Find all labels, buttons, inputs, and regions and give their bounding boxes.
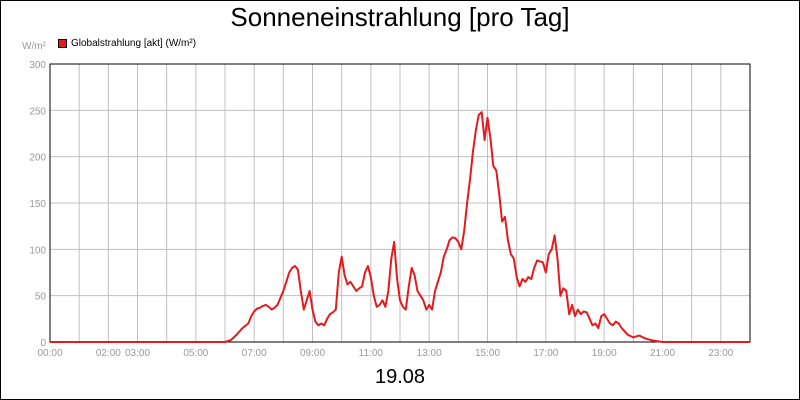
x-tick-label: 03:00 (125, 348, 150, 359)
series-line-globalstrahlung (50, 111, 750, 343)
y-axis-unit-label: W/m² (22, 41, 46, 52)
x-tick-label: 19:00 (592, 348, 617, 359)
y-axis: 0 50 100 150 200 250 300 (29, 60, 46, 349)
x-tick-label: 23:00 (708, 348, 733, 359)
x-tick-label: 07:00 (242, 348, 267, 359)
x-tick-label: 05:00 (183, 348, 208, 359)
y-tick-label: 200 (29, 153, 46, 164)
plot-area (49, 63, 751, 343)
x-tick-label: 17:00 (533, 348, 558, 359)
x-tick-label: 21:00 (650, 348, 675, 359)
x-axis: 00:00 02:00 03:00 05:00 07:00 09:00 11:00 13:00… (37, 348, 733, 359)
y-tick-label: 250 (29, 106, 46, 117)
y-tick-label: 0 (40, 338, 46, 349)
y-tick-label: 50 (35, 292, 47, 303)
legend: Globalstrahlung [akt] (W/m²) (58, 38, 196, 49)
x-tick-label: 11:00 (359, 348, 384, 359)
y-tick-label: 300 (29, 60, 46, 71)
x-tick-label: 13:00 (417, 348, 442, 359)
x-tick-label: 02:00 (96, 348, 121, 359)
chart-title: Sonneneinstrahlung [pro Tag] (230, 2, 570, 32)
legend-label: Globalstrahlung [akt] (W/m²) (71, 38, 197, 49)
x-tick-label: 09:00 (300, 348, 325, 359)
x-tick-label: 00:00 (37, 348, 62, 359)
y-tick-label: 150 (29, 199, 46, 210)
legend-swatch (58, 39, 67, 48)
date-label: 19.08 (374, 366, 426, 388)
x-tick-label: 15:00 (475, 348, 500, 359)
y-tick-label: 100 (29, 245, 46, 256)
